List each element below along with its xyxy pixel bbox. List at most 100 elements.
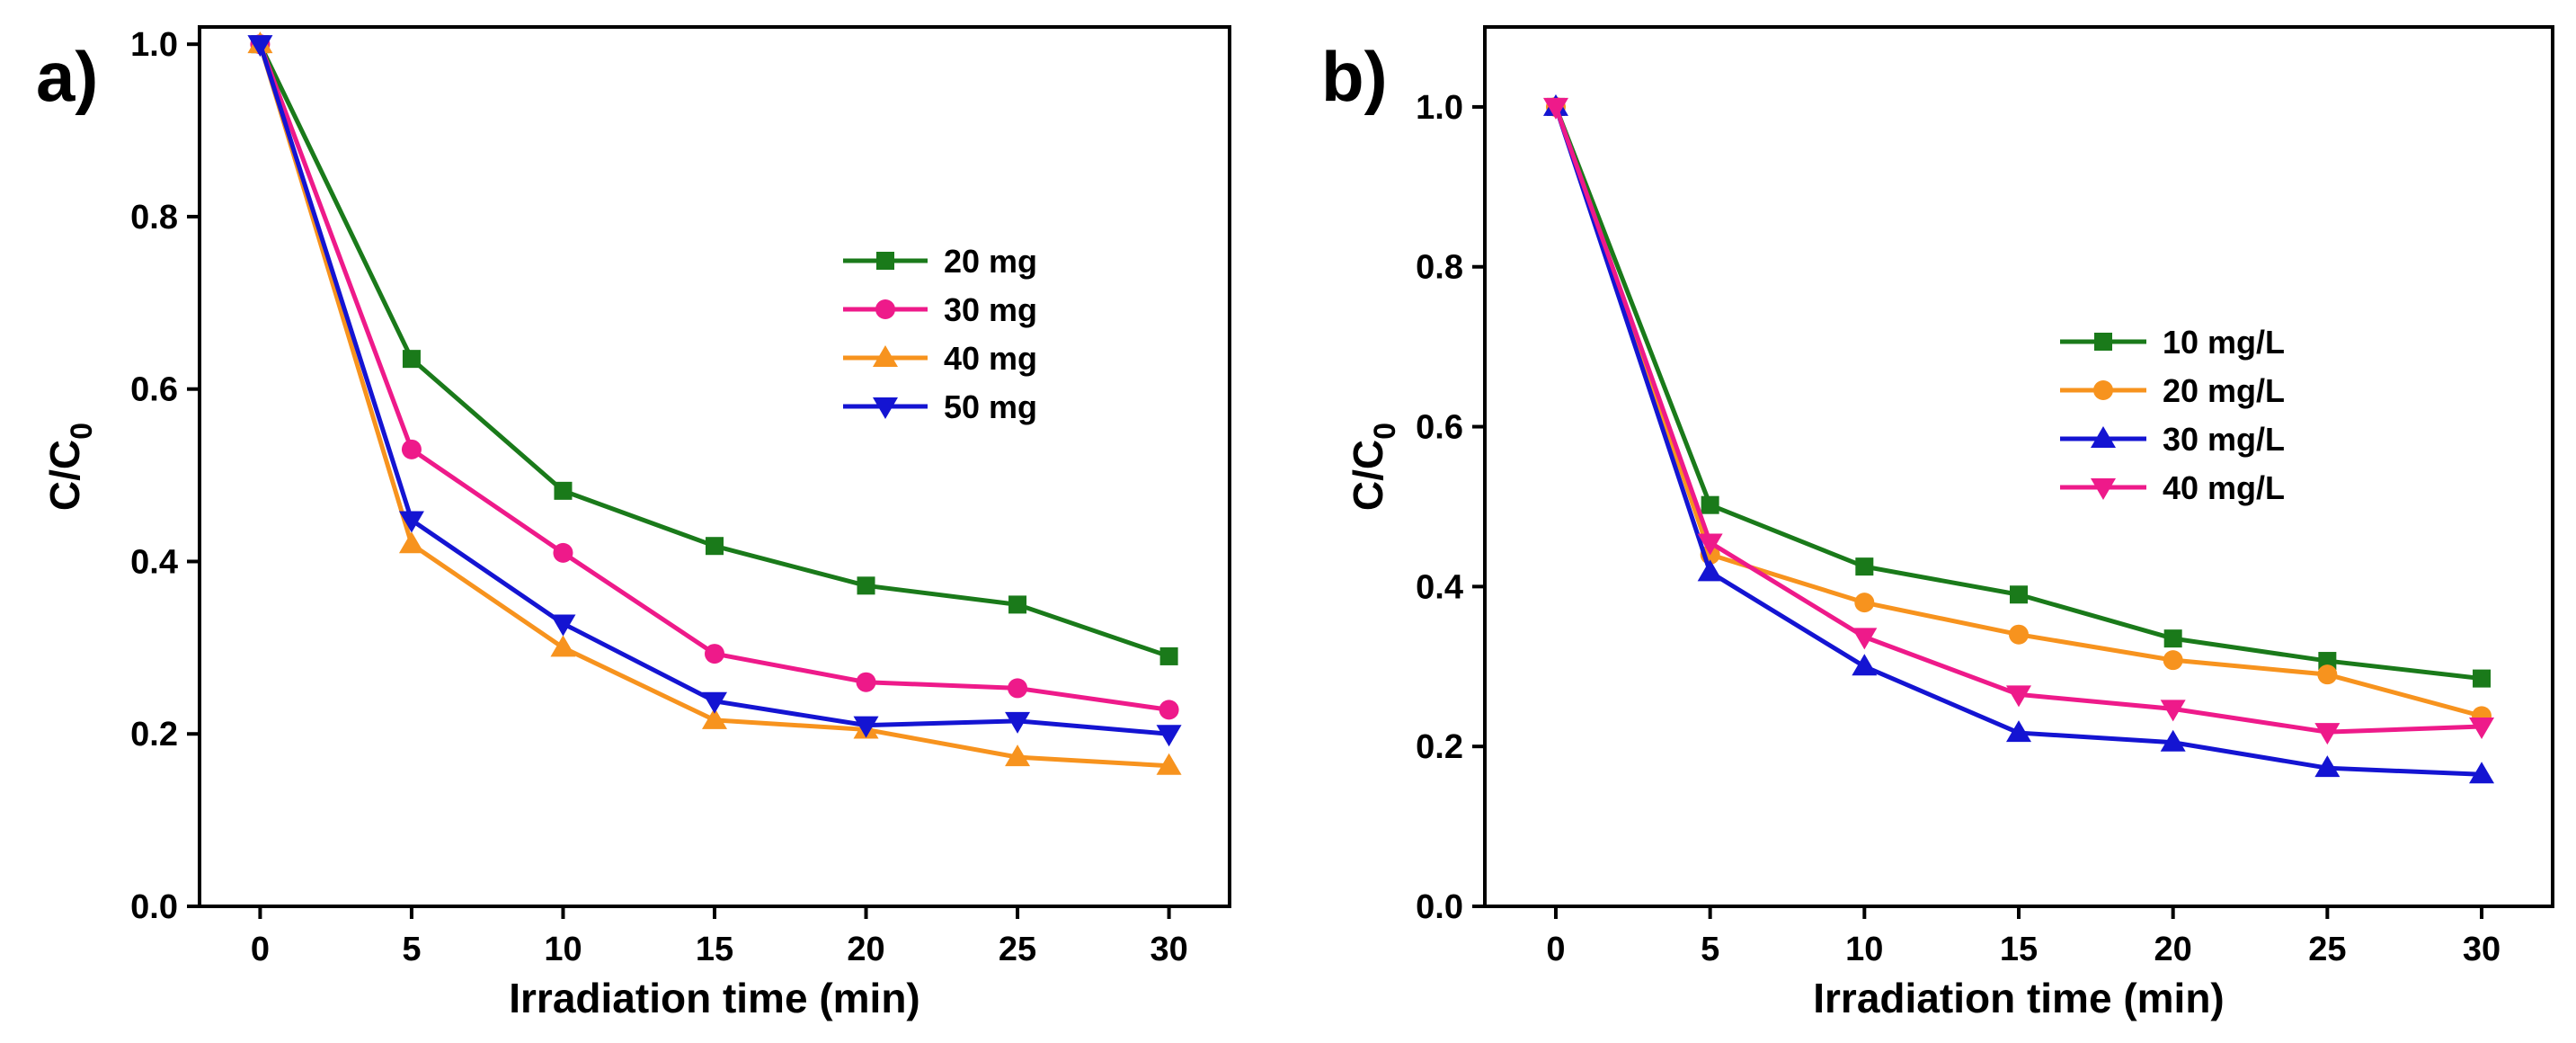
data-point-b-1-2 bbox=[1854, 593, 1875, 613]
chart-panel-b: b) 0 5 10 15 20 25 30 0.0 0.2 0.4 0.6 0.8 1.0 Irradiat… bbox=[1321, 25, 2554, 1021]
data-point-a-0-1 bbox=[402, 350, 421, 369]
data-point-a-2-5 bbox=[1005, 744, 1031, 767]
x-tick-label-b-3: 15 bbox=[2000, 931, 2038, 968]
y-axis-title-b: C/C0 bbox=[1345, 423, 1402, 511]
data-point-b-2-6 bbox=[2469, 762, 2495, 784]
y-tick-label-a-2: 0.4 bbox=[130, 543, 178, 581]
x-tick-label-a-4: 20 bbox=[847, 931, 884, 968]
data-point-a-3-1 bbox=[398, 511, 424, 533]
data-point-b-0-1 bbox=[1701, 495, 1719, 514]
y-tick-label-b-3: 0.6 bbox=[1416, 409, 1463, 447]
y-tick-label-b-2: 0.4 bbox=[1416, 568, 1463, 606]
y-tick-label-b-4: 0.8 bbox=[1416, 249, 1463, 287]
data-point-a-1-6 bbox=[1159, 700, 1179, 720]
legend-label-b-0: 10 mg/L bbox=[2163, 324, 2285, 361]
data-point-b-2-2 bbox=[1852, 654, 1878, 676]
y-axis-title-a: C/C0 bbox=[41, 423, 99, 511]
data-point-b-3-5 bbox=[2314, 723, 2341, 745]
legend-marker-b-0 bbox=[2094, 333, 2112, 351]
data-point-a-0-4 bbox=[857, 576, 875, 595]
x-tick-label-b-0: 0 bbox=[1546, 931, 1565, 968]
data-point-a-3-4 bbox=[853, 716, 879, 738]
legend-marker-b-3 bbox=[2091, 478, 2116, 500]
legend-a: 20 mg 30 mg 40 mg 50 mg bbox=[843, 243, 1037, 425]
y-axis-title-main-b: C/C bbox=[1345, 440, 1391, 511]
y-tick-label-a-0: 0.0 bbox=[130, 888, 178, 926]
data-point-b-2-1 bbox=[1697, 559, 1723, 582]
legend-label-a-3: 50 mg bbox=[944, 388, 1037, 425]
x-tick-label-b-6: 30 bbox=[2463, 931, 2500, 968]
data-point-b-3-3 bbox=[2006, 685, 2031, 708]
legend-marker-a-0 bbox=[876, 252, 894, 270]
x-tick-label-a-1: 5 bbox=[402, 931, 421, 968]
data-point-b-1-3 bbox=[2009, 624, 2029, 645]
data-point-b-0-4 bbox=[2163, 629, 2182, 648]
data-point-a-3-5 bbox=[1005, 711, 1031, 734]
legend-label-a-0: 20 mg bbox=[944, 243, 1037, 280]
y-tick-label-a-4: 0.8 bbox=[130, 199, 178, 236]
data-point-a-0-5 bbox=[1008, 595, 1027, 614]
legend-marker-a-2 bbox=[873, 345, 898, 367]
legend-marker-a-1 bbox=[875, 299, 895, 319]
data-point-b-3-6 bbox=[2469, 717, 2495, 739]
data-point-b-0-2 bbox=[1855, 557, 1874, 576]
legend-marker-a-3 bbox=[873, 397, 898, 419]
data-point-b-0-3 bbox=[2010, 585, 2028, 604]
y-axis-title-subscript-b: 0 bbox=[1368, 423, 1402, 440]
data-point-a-1-1 bbox=[401, 439, 422, 459]
data-point-b-1-5 bbox=[2317, 664, 2338, 685]
x-tick-label-b-1: 5 bbox=[1701, 931, 1719, 968]
legend-label-a-1: 30 mg bbox=[944, 291, 1037, 328]
data-point-b-3-2 bbox=[1852, 628, 1878, 650]
data-point-a-3-6 bbox=[1156, 725, 1182, 747]
x-axis-title-a: Irradiation time (min) bbox=[509, 975, 919, 1021]
y-tick-label-b-0: 0.0 bbox=[1416, 888, 1463, 926]
x-tick-label-a-5: 25 bbox=[999, 931, 1036, 968]
legend-label-b-2: 30 mg/L bbox=[2163, 421, 2285, 458]
chart-panel-a: a) 0 5 10 15 20 25 30 0.0 0.2 0.4 0.6 0.8 1.0 Irradiat… bbox=[36, 25, 1231, 1021]
data-point-a-1-3 bbox=[705, 644, 724, 664]
data-point-a-2-3 bbox=[702, 707, 727, 729]
x-tick-label-a-3: 15 bbox=[696, 931, 733, 968]
data-point-a-2-1 bbox=[398, 531, 424, 554]
data-point-b-3-4 bbox=[2160, 700, 2186, 722]
y-tick-label-b-5: 1.0 bbox=[1416, 89, 1463, 127]
y-tick-label-a-3: 0.6 bbox=[130, 371, 178, 409]
data-point-b-0-6 bbox=[2473, 669, 2492, 688]
legend-marker-b-2 bbox=[2091, 426, 2116, 448]
y-tick-label-a-5: 1.0 bbox=[130, 26, 178, 64]
x-tick-label-a-0: 0 bbox=[251, 931, 270, 968]
data-point-a-3-3 bbox=[702, 691, 727, 714]
x-tick-label-a-2: 10 bbox=[544, 931, 582, 968]
panel-label-a: a) bbox=[36, 37, 98, 116]
x-tick-label-b-4: 20 bbox=[2154, 931, 2192, 968]
data-point-a-3-2 bbox=[550, 614, 576, 637]
y-tick-label-b-1: 0.2 bbox=[1416, 728, 1463, 766]
data-point-a-2-6 bbox=[1156, 753, 1182, 775]
legend-label-b-3: 40 mg/L bbox=[2163, 469, 2285, 506]
data-point-a-1-4 bbox=[856, 672, 876, 692]
data-point-a-0-6 bbox=[1159, 646, 1178, 665]
data-point-a-0-3 bbox=[706, 537, 724, 556]
data-point-a-0-2 bbox=[554, 481, 573, 500]
data-point-b-0-5 bbox=[2318, 652, 2337, 671]
legend-label-a-2: 40 mg bbox=[944, 340, 1037, 377]
panel-label-b: b) bbox=[1321, 37, 1388, 116]
x-tick-label-a-6: 30 bbox=[1150, 931, 1187, 968]
data-point-b-3-1 bbox=[1697, 533, 1723, 556]
legend-label-b-1: 20 mg/L bbox=[2163, 372, 2285, 409]
data-point-a-1-2 bbox=[553, 542, 573, 563]
legend-marker-b-1 bbox=[2093, 380, 2113, 400]
data-point-a-3-0 bbox=[247, 35, 273, 58]
y-axis-title-subscript-a: 0 bbox=[65, 423, 99, 440]
data-point-a-2-2 bbox=[550, 635, 576, 657]
data-point-b-2-4 bbox=[2160, 729, 2186, 752]
data-point-b-3-0 bbox=[1542, 97, 1568, 120]
legend-b: 10 mg/L 20 mg/L 30 mg/L 40 mg/L bbox=[2060, 324, 2285, 506]
data-point-b-2-5 bbox=[2314, 755, 2341, 778]
y-axis-title-main-a: C/C bbox=[41, 440, 88, 511]
data-point-a-1-5 bbox=[1008, 678, 1028, 699]
y-tick-label-a-1: 0.2 bbox=[130, 716, 178, 753]
